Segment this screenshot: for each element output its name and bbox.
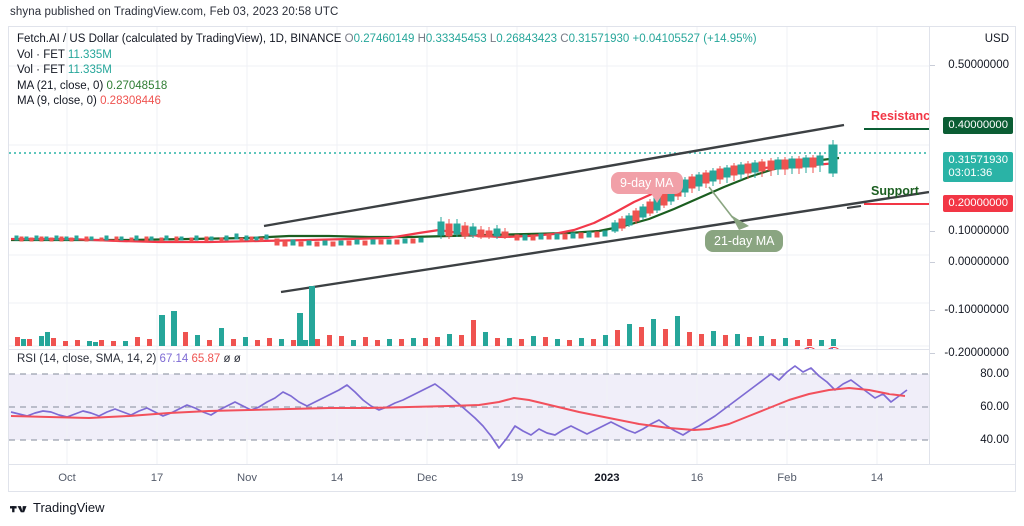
volume-label-1: Vol · FET xyxy=(17,48,65,61)
rsi-placeholder-1: ø xyxy=(223,353,231,365)
change-absolute: +0.04105527 xyxy=(632,33,701,45)
ohlc-l-label: L xyxy=(489,33,497,45)
volume-series xyxy=(15,286,836,346)
rsi-axis-tick-0: 80.00 xyxy=(980,368,1009,380)
ma9-value: 0.28308446 xyxy=(100,95,161,107)
rsi-value: 67.14 xyxy=(159,353,189,365)
symbol-row: Fetch.AI / US Dollar (calculated by Trad… xyxy=(17,32,757,48)
us-flag-icon xyxy=(826,348,840,349)
grid-vertical xyxy=(66,27,878,349)
resistance-price-badge: 0.40000000 xyxy=(943,117,1013,134)
candlestick-series xyxy=(14,140,838,247)
volume-label-2: Vol · FET xyxy=(17,64,65,76)
ma9-row: MA (9, close, 0) 0.28308446 xyxy=(17,94,757,110)
trendline-upper xyxy=(263,123,845,228)
volume-row-2: Vol · FET 11.335M xyxy=(17,63,757,79)
time-label-6: 2023 xyxy=(594,472,620,484)
rsi-title: RSI (14, close, SMA, 14, 2) xyxy=(17,353,157,365)
publish-byline: shyna published on TradingView.com, Feb … xyxy=(10,6,339,18)
rsi-sma-line xyxy=(10,387,906,431)
resistance-label: Resistance xyxy=(871,109,929,123)
symbol-title: Fetch.AI / US Dollar (calculated by Trad… xyxy=(17,33,342,45)
rsi-line xyxy=(10,365,908,449)
trendline-lower xyxy=(280,190,929,294)
ohlc-c-value: 0.31571930 xyxy=(568,33,630,45)
ohlc-h-label: H xyxy=(417,33,426,45)
volume-value-2: 11.335M xyxy=(67,64,112,76)
time-label-2: Nov xyxy=(236,472,258,484)
time-label-0: Oct xyxy=(58,472,76,484)
rsi-axis-tick-1: 60.00 xyxy=(980,401,1009,413)
rsi-sma-value: 65.87 xyxy=(191,353,221,365)
rsi-placeholder-2: ø xyxy=(233,353,241,365)
axis-tick-4: -0.20000000 xyxy=(944,347,1009,359)
price-legend: Fetch.AI / US Dollar (calculated by Trad… xyxy=(17,32,757,110)
candle-cluster-mid xyxy=(437,217,509,239)
time-label-9: 14 xyxy=(870,472,884,484)
time-label-1: 17 xyxy=(150,472,164,484)
time-label-4: Dec xyxy=(416,472,438,484)
volume-row-1: Vol · FET 11.335M xyxy=(17,48,757,64)
ohlc-h-value: 0.33345453 xyxy=(425,33,487,45)
footer-branding: TradingView xyxy=(10,500,105,515)
ma21-callout: 21-day MA xyxy=(705,230,784,252)
chart-frame: Fetch.AI / US Dollar (calculated by Trad… xyxy=(8,26,1016,492)
change-percent: (+14.95%) xyxy=(703,33,757,45)
axis-tick-2: 0.00000000 xyxy=(948,256,1009,268)
us-flag-icon xyxy=(802,348,816,349)
price-plot xyxy=(9,27,929,349)
support-label: Support xyxy=(871,184,919,198)
volume-value-1: 11.335M xyxy=(67,48,112,61)
ma21-row: MA (21, close, 0) 0.27048518 xyxy=(17,79,757,95)
pane-divider xyxy=(9,349,929,350)
time-label-8: Feb xyxy=(777,472,797,484)
tradingview-logo-icon xyxy=(10,505,27,512)
ohlc-l-value: 0.26843423 xyxy=(496,33,558,45)
tradingview-wordmark: TradingView xyxy=(33,500,105,515)
rsi-pane[interactable]: RSI (14, close, SMA, 14, 2) 67.14 65.87 … xyxy=(9,350,929,464)
rsi-legend: RSI (14, close, SMA, 14, 2) 67.14 65.87 … xyxy=(17,353,241,365)
axis-unit-label: USD xyxy=(984,33,1009,45)
price-pane[interactable]: Fetch.AI / US Dollar (calculated by Trad… xyxy=(9,27,929,349)
candle-cluster-final xyxy=(767,140,838,177)
ma21-label: MA (21, close, 0) xyxy=(17,79,104,92)
axis-tick-3: -0.10000000 xyxy=(944,304,1009,316)
time-axis[interactable]: Oct 17 Nov 14 Dec 19 2023 16 Feb 14 xyxy=(9,464,1015,491)
axis-tick-1: 0.10000000 xyxy=(948,225,1009,237)
support-stub xyxy=(846,205,862,209)
current-price-value: 0.31571930 xyxy=(948,154,1008,166)
rsi-plot xyxy=(9,350,929,464)
ma9-callout: 9-day MA xyxy=(611,172,683,194)
bar-countdown: 03:01:36 xyxy=(948,167,993,179)
ohlc-o-value: 0.27460149 xyxy=(353,33,415,45)
price-axis[interactable]: USD 0.50000000 0.40000000 0.31571930 03:… xyxy=(929,27,1015,464)
axis-tick-0: 0.50000000 xyxy=(948,59,1009,71)
support-price-badge: 0.20000000 xyxy=(943,195,1013,212)
ohlc-o-label: O xyxy=(344,33,354,45)
current-price-badge[interactable]: 0.31571930 03:01:36 xyxy=(943,152,1013,182)
ohlc-c-label: C xyxy=(560,33,569,45)
time-label-5: 19 xyxy=(510,472,524,484)
rsi-axis-tick-2: 40.00 xyxy=(980,434,1009,446)
time-label-3: 14 xyxy=(330,472,344,484)
ma21-value: 0.27048518 xyxy=(106,79,168,92)
ma9-label: MA (9, close, 0) xyxy=(17,95,97,107)
time-label-7: 16 xyxy=(690,472,704,484)
